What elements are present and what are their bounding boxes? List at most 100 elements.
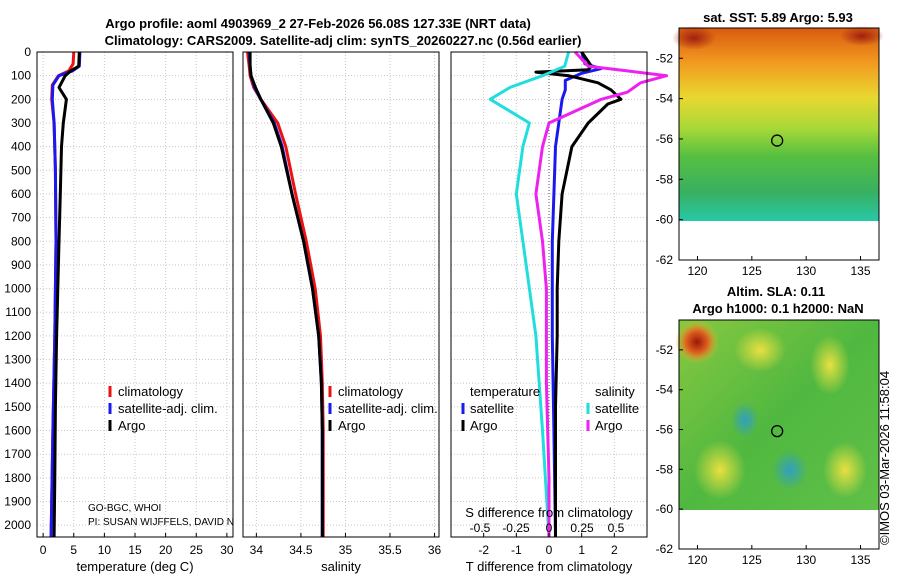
temperature-grid [37, 51, 233, 537]
y-tick-label: 1800 [4, 471, 31, 485]
map-frame [678, 319, 880, 550]
map-x-tick-label: 125 [742, 264, 762, 278]
map-y-tick-label: -54 [656, 92, 674, 106]
sla-blob [675, 320, 719, 364]
argo-position-marker [771, 424, 784, 438]
sla-blob [810, 335, 850, 395]
series-line-argo [52, 51, 81, 538]
map-y-tick-label: -56 [656, 423, 674, 437]
s-difference-label: S difference from climatology [465, 505, 633, 520]
map-y-tick-label: -58 [656, 172, 674, 186]
y-tick-label: 1500 [4, 400, 31, 414]
map-x-tick-label: 135 [851, 553, 871, 567]
y-tick-label: 2000 [4, 518, 31, 532]
x-tick-label: 34.5 [289, 543, 313, 557]
sst-map: sat. SST: 5.89 Argo: 5.93 120 125 130 135 -5… [656, 10, 884, 278]
map-y-tick-label: -58 [656, 462, 674, 476]
title-line-1: Argo profile: aoml 4903969_2 27-Feb-2026… [105, 16, 531, 31]
top-tick-label: -0.25 [502, 521, 530, 535]
y-tick-label: 1100 [5, 305, 31, 319]
x-tick-label: 10 [98, 543, 112, 557]
watermark: ©IMOS 03-Mar-2026 11:58:04 [877, 371, 892, 545]
legend-t-argo: Argo [470, 418, 497, 433]
y-tick-label: 1400 [4, 376, 31, 390]
x-tick-label: 0 [40, 543, 47, 557]
map-y-tick-label: -60 [656, 502, 674, 516]
y-tick-label: 700 [11, 211, 31, 225]
y-tick-label: 1300 [4, 353, 31, 367]
sla-map: Altim. SLA: 0.11 Argo h1000: 0.1 h2000: … [656, 284, 880, 567]
x-tick-label: 35 [339, 543, 353, 557]
salinity-frame [242, 51, 440, 538]
map-y-tick-label: -60 [656, 213, 674, 227]
x-tick-label: 35.5 [378, 543, 402, 557]
sst-title: sat. SST: 5.89 Argo: 5.93 [703, 10, 853, 25]
y-tick-label: 600 [11, 187, 31, 201]
y-tick-label: 1900 [4, 495, 31, 509]
sla-blob [734, 328, 786, 372]
legend-argo: Argo [118, 418, 145, 433]
difference-panel: -2 -1 0 1 2 -0.5 -0.25 0 0.25 0.5 S difference f… [450, 50, 669, 574]
note-institution: GO-BGC, WHOI [88, 503, 161, 514]
sst-axes: 120 125 130 135 -52 -54 -56 -58 -60 -62 [656, 27, 880, 278]
map-y-tick-label: -54 [656, 383, 674, 397]
series-line-t-argo [534, 51, 623, 537]
map-x-tick-label: 130 [796, 264, 816, 278]
legend-t-satellite: satellite [470, 401, 514, 416]
sla-blob [694, 440, 746, 500]
y-tick-label: 800 [11, 234, 31, 248]
temperature-xlabel: temperature (deg C) [76, 559, 193, 574]
y-tick-label: 900 [11, 258, 31, 272]
x-tick-label: 20 [159, 543, 173, 557]
sst-field [679, 28, 879, 221]
legend-climatology: climatology [338, 384, 404, 399]
sst-hotspot [672, 26, 716, 50]
title-line-2: Climatology: CARS2009. Satellite-adj cli… [105, 33, 582, 48]
y-tick-label: 500 [11, 163, 31, 177]
x-tick-label: 2 [611, 543, 618, 557]
top-tick-label: -0.5 [470, 521, 491, 535]
y-tick-label: 0 [24, 45, 31, 59]
map-y-tick-label: -56 [656, 132, 674, 146]
x-tick-label: 1 [578, 543, 585, 557]
map-x-tick-label: 130 [796, 553, 816, 567]
y-tick-label: 1200 [4, 329, 31, 343]
y-tick-label: 100 [11, 69, 31, 83]
map-x-tick-label: 135 [851, 264, 871, 278]
legend-satellite: satellite-adj. clim. [118, 401, 218, 416]
x-tick-label: -1 [511, 543, 522, 557]
salinity-panel: 34 34.5 35 35.5 36 salinity climatology sate… [242, 51, 442, 574]
temperature-x-ticks: 0 5 10 15 20 25 30 [40, 533, 234, 557]
note-pi: PI: SUSAN WIJFFELS, DAVID N [88, 517, 234, 528]
difference-series [488, 50, 669, 538]
sla-title-line-2: Argo h1000: 0.1 h2000: NaN [692, 301, 863, 316]
y-tick-label: 1000 [4, 282, 31, 296]
x-tick-label: 34 [250, 543, 264, 557]
sla-blob [823, 442, 867, 498]
sla-axes: 120 125 130 135 -52 -54 -56 -58 -60 -62 [656, 319, 880, 567]
x-tick-label: 36 [428, 543, 442, 557]
map-y-tick-label: -52 [656, 51, 674, 65]
map-x-tick-label: 120 [687, 553, 707, 567]
series-line-t-satellite [550, 51, 603, 538]
difference-legend: temperature satellite Argo salinity sate… [461, 384, 639, 433]
y-tick-label: 1600 [4, 424, 31, 438]
salinity-xlabel: salinity [321, 559, 361, 574]
sst-hotspot [840, 26, 884, 46]
x-tick-label: 5 [70, 543, 77, 557]
difference-x-ticks: -2 -1 0 1 2 [478, 533, 618, 557]
legend-argo: Argo [338, 418, 365, 433]
top-tick-label: 0.25 [570, 521, 594, 535]
top-tick-label: 0.5 [608, 521, 625, 535]
map-y-tick-label: -52 [656, 343, 674, 357]
temperature-panel: 0 5 10 15 20 25 30 0 100 200 300 400 500 600 700 800 90… [4, 45, 234, 574]
legend-climatology: climatology [118, 384, 184, 399]
map-y-tick-label: -62 [656, 542, 674, 556]
top-tick-label: 0 [546, 521, 553, 535]
x-tick-label: -2 [478, 543, 489, 557]
map-x-tick-label: 120 [687, 264, 707, 278]
y-tick-label: 200 [11, 92, 31, 106]
y-tick-label: 300 [11, 116, 31, 130]
series-line-argo [248, 52, 324, 537]
